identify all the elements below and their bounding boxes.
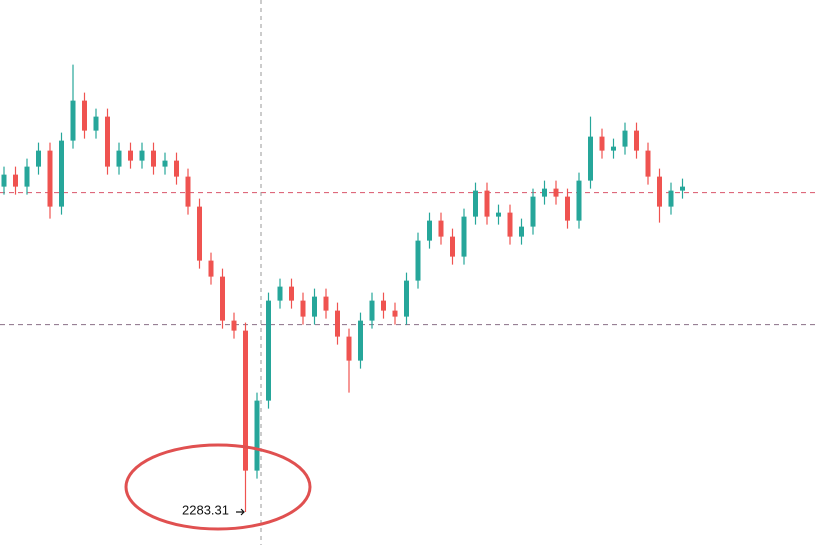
candle-body (231, 320, 237, 331)
candle-body (381, 300, 386, 311)
candle-body (369, 300, 375, 321)
candle-body (622, 130, 628, 147)
candle-body (588, 136, 593, 181)
candle-body (59, 140, 64, 207)
candle-body (93, 116, 99, 131)
candle-body (151, 150, 156, 167)
candle-body (634, 130, 639, 151)
candle-body (139, 150, 145, 161)
candle-body (404, 280, 409, 317)
candle-body (36, 150, 41, 167)
candle-body (645, 150, 651, 177)
candle-body (599, 136, 605, 151)
candle-body (266, 300, 271, 401)
candles (1, 64, 685, 512)
candle-body (312, 296, 317, 317)
highlight-circle (124, 443, 312, 531)
candle-body (496, 212, 501, 217)
low-price-label: 2283.31 (182, 502, 229, 517)
candle-body (254, 400, 260, 471)
candle-body (680, 186, 685, 191)
candle-body (461, 216, 467, 257)
candle-body (358, 320, 363, 361)
candle-body (185, 176, 191, 207)
candle-body (565, 196, 570, 221)
candle-body (220, 276, 225, 321)
candle-body (519, 226, 524, 237)
candle-body (70, 100, 76, 141)
candle-body (289, 286, 294, 301)
candle-body (47, 150, 53, 207)
candle-body (243, 330, 248, 471)
candle-body (392, 310, 398, 317)
candle-body (657, 176, 662, 207)
candle-body (668, 190, 674, 207)
candle-body (197, 206, 202, 261)
candle-body (415, 240, 421, 281)
candle-body (438, 220, 444, 237)
candle-body (473, 190, 478, 217)
candle-body (277, 286, 283, 301)
candle-body (82, 100, 87, 131)
candle-body (576, 180, 582, 221)
candle-body (300, 300, 306, 317)
arrow (236, 508, 245, 516)
candle-body (128, 150, 133, 161)
candle-body (24, 166, 30, 187)
candle-body (484, 190, 490, 217)
candle-body (553, 188, 559, 197)
candle-body (1, 174, 7, 187)
candle-body (323, 296, 329, 311)
candle-body (542, 188, 547, 197)
candle-body (174, 160, 179, 177)
candle-body (450, 236, 455, 257)
candle-body (105, 116, 110, 167)
candle-body (611, 146, 616, 151)
candle-body (346, 336, 352, 361)
candle-body (162, 160, 168, 167)
candle-body (507, 212, 513, 237)
candle-body (13, 174, 18, 187)
candle-body (427, 220, 432, 241)
candle-body (208, 260, 214, 277)
candle-body (335, 310, 340, 337)
candle-body (116, 150, 122, 167)
candle-body (530, 196, 536, 227)
